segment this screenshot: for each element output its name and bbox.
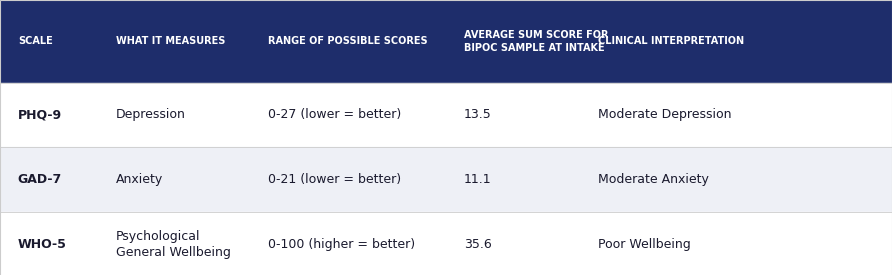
Text: Depression: Depression: [116, 108, 186, 121]
Text: Anxiety: Anxiety: [116, 173, 163, 186]
Text: GAD-7: GAD-7: [18, 173, 62, 186]
Bar: [0, 212, 892, 275]
Text: Moderate Anxiety: Moderate Anxiety: [598, 173, 708, 186]
Text: Moderate Depression: Moderate Depression: [598, 108, 731, 121]
Text: 11.1: 11.1: [464, 173, 491, 186]
Text: 35.6: 35.6: [464, 238, 491, 251]
Text: Psychological
General Wellbeing: Psychological General Wellbeing: [116, 230, 231, 258]
Text: PHQ-9: PHQ-9: [18, 108, 62, 121]
Text: AVERAGE SUM SCORE FOR
BIPOC SAMPLE AT INTAKE: AVERAGE SUM SCORE FOR BIPOC SAMPLE AT IN…: [464, 30, 608, 53]
Bar: [0, 147, 892, 212]
Text: 0-21 (lower = better): 0-21 (lower = better): [268, 173, 401, 186]
Text: 0-27 (lower = better): 0-27 (lower = better): [268, 108, 401, 121]
Text: RANGE OF POSSIBLE SCORES: RANGE OF POSSIBLE SCORES: [268, 36, 427, 46]
Text: WHAT IT MEASURES: WHAT IT MEASURES: [116, 36, 226, 46]
Text: CLINICAL INTERPRETATION: CLINICAL INTERPRETATION: [598, 36, 744, 46]
Bar: [0, 82, 892, 147]
Bar: [0, 0, 892, 82]
Text: 13.5: 13.5: [464, 108, 491, 121]
Text: Poor Wellbeing: Poor Wellbeing: [598, 238, 690, 251]
Text: WHO-5: WHO-5: [18, 238, 67, 251]
Text: 0-100 (higher = better): 0-100 (higher = better): [268, 238, 415, 251]
Text: SCALE: SCALE: [18, 36, 53, 46]
